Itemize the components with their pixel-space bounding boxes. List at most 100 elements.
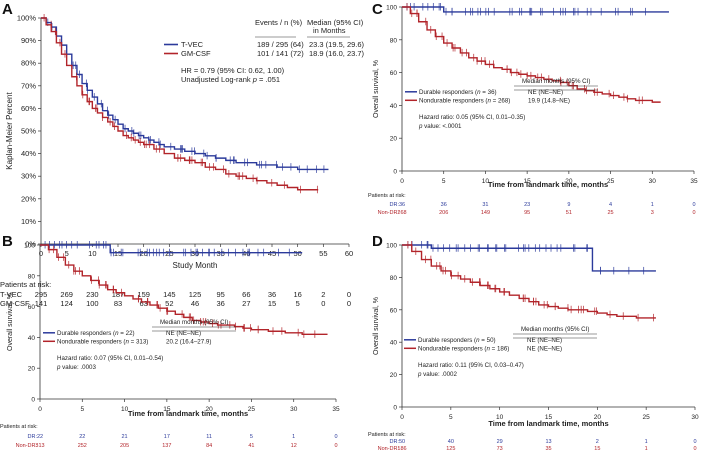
legend-name: GM-CSF (181, 49, 211, 58)
at-risk-value: 230 (86, 290, 99, 299)
at-risk-label: Non-DR: (378, 210, 400, 216)
x-tick-label: 35 (332, 406, 340, 413)
legend-name-n: n (115, 330, 119, 337)
at-risk-value: 40 (448, 439, 454, 445)
at-risk-value: 95 (524, 210, 530, 216)
y-tick-label: 20 (390, 136, 398, 143)
x-tick-label: 50 (293, 249, 301, 258)
at-risk-value: 11 (206, 434, 212, 440)
y-tick-label: 70% (21, 81, 36, 90)
x-tick-label: 20 (206, 406, 214, 413)
at-risk-value: 137 (162, 443, 171, 449)
legend-name-suffix: = 36) (481, 89, 497, 96)
at-risk-value: 124 (60, 299, 73, 308)
y-tick-label: 0% (25, 240, 36, 249)
at-risk-value: 252 (78, 443, 87, 449)
at-risk-value: 36 (441, 202, 447, 208)
at-risk-value: 0 (693, 439, 696, 445)
x-tick-label: 5 (80, 406, 84, 413)
y-tick-label: 0 (393, 405, 397, 412)
at-risk-title: Patients at risk: (0, 280, 51, 289)
x-tick-label: 10 (496, 414, 504, 421)
legend-name: Nondurable responders (n = 268) (419, 98, 510, 105)
legend-name-n: n (477, 89, 481, 96)
at-risk-value: 22 (37, 434, 43, 440)
at-risk-value: 1 (645, 446, 648, 450)
at-risk-value: 4 (609, 202, 612, 208)
at-risk-value: 46 (191, 299, 199, 308)
x-tick-label: 40 (242, 249, 250, 258)
at-risk-value: 0 (692, 210, 695, 216)
panel-letter-a: A (2, 1, 13, 18)
at-risk-value: 5 (250, 434, 253, 440)
legend-median: NE (NE–NE) (166, 330, 201, 337)
at-risk-value: 0 (321, 299, 325, 308)
at-risk-label: T-VEC (0, 290, 23, 299)
x-tick-label: 25 (607, 178, 615, 185)
legend-events: 189 / 295 (64) (257, 40, 304, 49)
x-tick-label: 20 (565, 178, 573, 185)
y-axis-title: Overall survival, % (373, 297, 380, 355)
hazard-ratio-text: Hazard ratio: 0.05 (95% CI, 0.01–0.35) (419, 114, 525, 121)
at-risk-value: 313 (35, 443, 44, 449)
at-risk-value: 145 (163, 290, 176, 299)
at-risk-value: 21 (122, 434, 128, 440)
legend-name-prefix: Nondurable responders ( (418, 346, 487, 353)
panel-letter-b: B (2, 233, 13, 250)
y-tick-label: 80 (390, 37, 398, 44)
at-risk-value: 268 (397, 210, 406, 216)
legend-name-suffix: = 22) (119, 330, 135, 337)
at-risk-value: 36 (399, 202, 405, 208)
legend-name: Nondurable responders (n = 313) (57, 339, 148, 346)
legend-median: 20.2 (16.4–27.9) (166, 339, 211, 346)
x-tick-label: 55 (319, 249, 327, 258)
x-tick-label: 35 (690, 178, 698, 185)
at-risk-value: 13 (545, 439, 551, 445)
y-tick-label: 80 (390, 275, 398, 282)
at-risk-label: DR: (390, 202, 400, 208)
legend-name-n: n (487, 98, 491, 105)
at-risk-value: 51 (566, 210, 572, 216)
legend-name-suffix: = 50) (480, 337, 496, 344)
x-tick-label: 0 (400, 178, 404, 185)
y-tick-label: 30% (21, 172, 36, 181)
p-label: p (417, 371, 422, 378)
at-risk-value: 1 (645, 439, 648, 445)
legend-median: NE (NE–NE) (528, 89, 563, 96)
at-risk-value: 141 (35, 299, 48, 308)
x-tick-label: 25 (643, 414, 651, 421)
y-tick-label: 90% (21, 36, 36, 45)
at-risk-value: 36 (268, 290, 276, 299)
at-risk-value: 2 (596, 439, 599, 445)
x-tick-label: 30 (649, 178, 657, 185)
legend-header-median: Median (95% CI) (307, 18, 364, 27)
series-line-second (402, 6, 661, 103)
y-tick-label: 60 (28, 304, 36, 311)
at-risk-value: 0 (692, 202, 695, 208)
y-tick-label: 80 (28, 273, 36, 280)
p-value: value: <.0001 (422, 123, 462, 130)
x-tick-label: 0 (38, 406, 42, 413)
x-tick-label: 35 (216, 249, 224, 258)
at-risk-value: 63 (139, 299, 147, 308)
at-risk-value: 16 (293, 290, 301, 299)
legend-header: Median months (95% CI) (522, 78, 590, 85)
at-risk-label: DR: (28, 434, 38, 440)
y-tick-label: 10% (21, 217, 36, 226)
at-risk-value: 125 (446, 446, 455, 450)
x-tick-label: 15 (114, 249, 122, 258)
series-line-second (41, 17, 319, 191)
y-tick-label: 80% (21, 59, 36, 68)
at-risk-value: 83 (114, 299, 122, 308)
panel-letter-d: D (372, 233, 383, 250)
hazard-ratio-text: Hazard ratio: 0.11 (95% CI, 0.03–0.47) (418, 362, 524, 369)
x-axis-title: Time from landmark time, months (488, 180, 608, 189)
at-risk-value: 100 (86, 299, 99, 308)
at-risk-value: 66 (242, 290, 250, 299)
at-risk-value: 2 (321, 290, 325, 299)
y-tick-label: 100% (17, 14, 37, 23)
legend-events: 101 / 141 (72) (257, 49, 304, 58)
at-risk-title: Patients at risk: (0, 424, 38, 430)
